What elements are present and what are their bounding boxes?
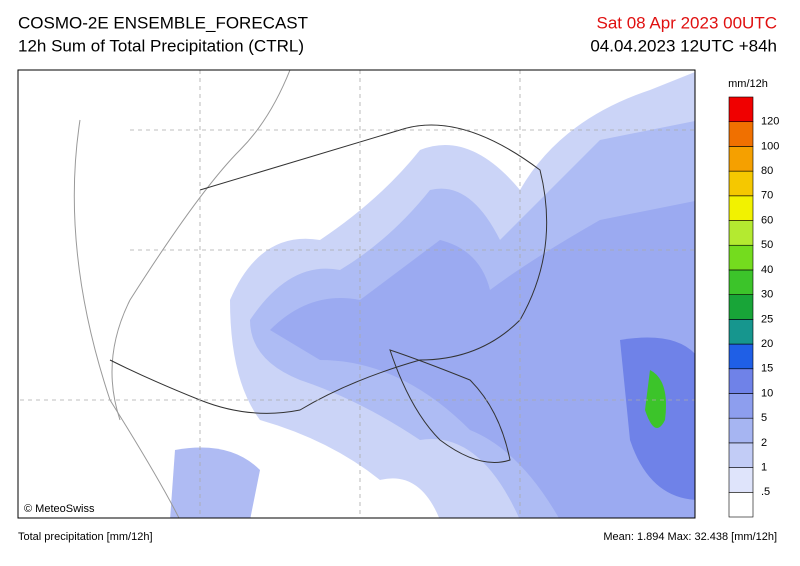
precip-field (20, 70, 695, 518)
valid-time: Sat 08 Apr 2023 00UTC (596, 13, 777, 32)
legend-label: 50 (761, 239, 773, 251)
legend-swatch (728, 368, 754, 394)
legend-swatch (728, 467, 754, 493)
legend-label: 10 (761, 387, 773, 399)
legend-swatch (728, 195, 754, 221)
legend-label: 15 (761, 363, 773, 375)
footer-right: Mean: 1.894 Max: 32.438 [mm/12h] (603, 531, 777, 543)
legend-swatch (728, 269, 754, 295)
legend-label: 1 (761, 461, 767, 473)
legend-unit: mm/12h (728, 78, 768, 90)
legend-swatch (728, 491, 754, 518)
legend-swatch (728, 146, 754, 172)
legend-label: 70 (761, 190, 773, 202)
legend-label: 120 (761, 116, 779, 128)
legend-swatch (728, 170, 754, 197)
legend-label: 30 (761, 289, 773, 301)
legend-label: 20 (761, 338, 773, 350)
legend-label: .5 (761, 486, 770, 498)
legend-label: 5 (761, 412, 767, 424)
legend-swatch (728, 220, 754, 246)
title: COSMO-2E ENSEMBLE_FORECAST (18, 13, 308, 32)
legend-swatch (728, 244, 754, 271)
legend-label: 40 (761, 264, 773, 276)
legend-label: 100 (761, 140, 779, 152)
legend-swatch (728, 294, 754, 320)
run-time: 04.04.2023 12UTC +84h (590, 36, 777, 55)
legend-swatch (728, 393, 754, 419)
legend-label: 80 (761, 165, 773, 177)
footer-left: Total precipitation [mm/12h] (18, 531, 153, 543)
legend-swatch (728, 121, 754, 147)
map: © MeteoSwiss (17, 69, 696, 519)
legend-label: 25 (761, 313, 773, 325)
map-frame (17, 69, 696, 519)
subtitle: 12h Sum of Total Precipitation (CTRL) (18, 36, 304, 55)
copyright: © MeteoSwiss (24, 503, 95, 515)
legend-swatch (728, 417, 754, 444)
legend-label: 60 (761, 214, 773, 226)
legend-swatch (728, 96, 754, 123)
legend-swatch (728, 442, 754, 468)
legend-swatch (728, 343, 754, 370)
legend-label: 2 (761, 437, 767, 449)
legend-swatch (728, 319, 754, 345)
